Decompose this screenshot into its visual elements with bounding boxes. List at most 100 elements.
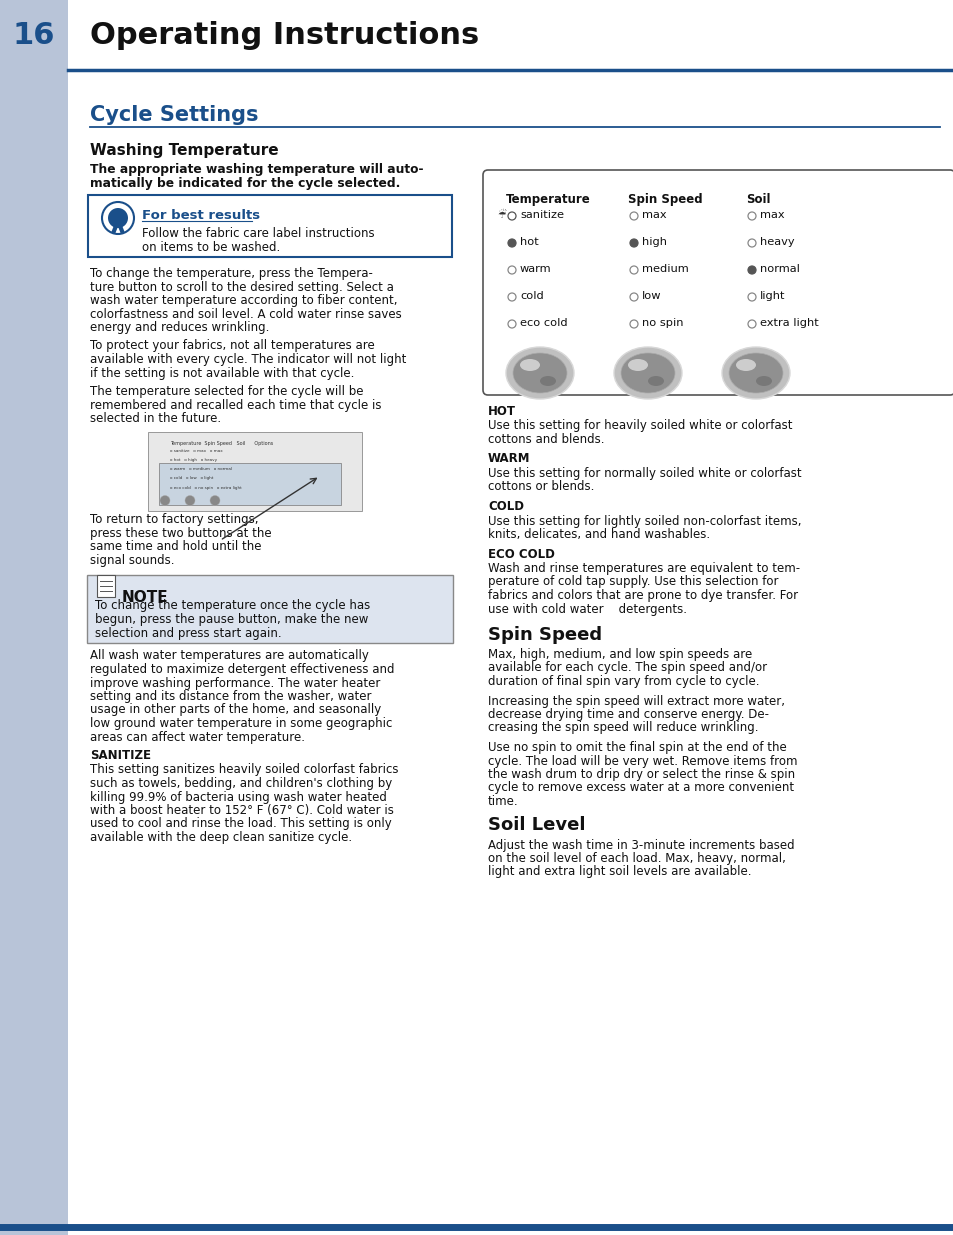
Text: matically be indicated for the cycle selected.: matically be indicated for the cycle sel… <box>90 177 400 189</box>
Text: Max, high, medium, and low spin speeds are: Max, high, medium, and low spin speeds a… <box>488 648 752 661</box>
FancyBboxPatch shape <box>68 0 953 70</box>
Ellipse shape <box>505 347 574 399</box>
Text: cold: cold <box>519 291 543 301</box>
Text: usage in other parts of the home, and seasonally: usage in other parts of the home, and se… <box>90 704 381 716</box>
Circle shape <box>160 495 170 505</box>
Text: duration of final spin vary from cycle to cycle.: duration of final spin vary from cycle t… <box>488 676 759 688</box>
Ellipse shape <box>755 375 771 387</box>
Text: the wash drum to drip dry or select the rinse & spin: the wash drum to drip dry or select the … <box>488 768 794 781</box>
Text: cycle to remove excess water at a more convenient: cycle to remove excess water at a more c… <box>488 782 793 794</box>
Text: o warm   o medium   o normal: o warm o medium o normal <box>170 468 232 472</box>
Text: 16: 16 <box>12 21 55 49</box>
Text: Use this setting for normally soiled white or colorfast: Use this setting for normally soiled whi… <box>488 467 801 480</box>
Text: low ground water temperature in some geographic: low ground water temperature in some geo… <box>90 718 392 730</box>
Text: fabrics and colors that are prone to dye transfer. For: fabrics and colors that are prone to dye… <box>488 589 798 601</box>
FancyBboxPatch shape <box>88 195 452 257</box>
Text: available with every cycle. The indicator will not light: available with every cycle. The indicato… <box>90 353 406 366</box>
Circle shape <box>507 240 516 247</box>
Circle shape <box>747 266 755 274</box>
Text: light and extra light soil levels are available.: light and extra light soil levels are av… <box>488 866 751 878</box>
Text: Operating Instructions: Operating Instructions <box>90 21 478 49</box>
Text: Use this setting for heavily soiled white or colorfast: Use this setting for heavily soiled whit… <box>488 420 792 432</box>
FancyBboxPatch shape <box>0 0 68 1235</box>
Ellipse shape <box>647 375 663 387</box>
Text: energy and reduces wrinkling.: energy and reduces wrinkling. <box>90 321 269 333</box>
Text: same time and hold until the: same time and hold until the <box>90 541 261 553</box>
Text: selection and press start again.: selection and press start again. <box>95 626 281 640</box>
Text: decrease drying time and conserve energy. De-: decrease drying time and conserve energy… <box>488 708 768 721</box>
Text: The temperature selected for the cycle will be: The temperature selected for the cycle w… <box>90 385 363 398</box>
Text: areas can affect water temperature.: areas can affect water temperature. <box>90 730 305 743</box>
Text: This setting sanitizes heavily soiled colorfast fabrics: This setting sanitizes heavily soiled co… <box>90 763 398 777</box>
Text: cottons and blends.: cottons and blends. <box>488 433 604 446</box>
Ellipse shape <box>627 359 647 370</box>
FancyBboxPatch shape <box>87 574 453 642</box>
Text: Increasing the spin speed will extract more water,: Increasing the spin speed will extract m… <box>488 694 784 708</box>
Text: HOT: HOT <box>488 405 516 417</box>
Text: ☔: ☔ <box>497 210 506 220</box>
Text: Soil Level: Soil Level <box>488 816 585 835</box>
Text: o eco cold   o no spin   o extra light: o eco cold o no spin o extra light <box>170 485 241 489</box>
Ellipse shape <box>614 347 681 399</box>
Text: o hot   o high   o heavy: o hot o high o heavy <box>170 458 217 462</box>
Text: To return to factory settings,: To return to factory settings, <box>90 514 258 526</box>
Text: Temperature  Spin Speed   Soil      Options: Temperature Spin Speed Soil Options <box>170 441 273 447</box>
Text: o sanitize   o max   o max: o sanitize o max o max <box>170 450 222 453</box>
Text: All wash water temperatures are automatically: All wash water temperatures are automati… <box>90 650 369 662</box>
Circle shape <box>108 207 128 228</box>
Text: Spin Speed: Spin Speed <box>488 626 601 643</box>
Text: colorfastness and soil level. A cold water rinse saves: colorfastness and soil level. A cold wat… <box>90 308 401 321</box>
Text: SANITIZE: SANITIZE <box>90 748 151 762</box>
Text: wash water temperature according to fiber content,: wash water temperature according to fibe… <box>90 294 397 308</box>
Text: To change the temperature, press the Tempera-: To change the temperature, press the Tem… <box>90 267 373 280</box>
Ellipse shape <box>735 359 755 370</box>
Ellipse shape <box>728 353 782 393</box>
Text: NOTE: NOTE <box>122 589 169 604</box>
Text: Adjust the wash time in 3-minute increments based: Adjust the wash time in 3-minute increme… <box>488 839 794 851</box>
Text: cycle. The load will be very wet. Remove items from: cycle. The load will be very wet. Remove… <box>488 755 797 767</box>
Text: with a boost heater to 152° F (67° C). Cold water is: with a boost heater to 152° F (67° C). C… <box>90 804 394 818</box>
Text: selected in the future.: selected in the future. <box>90 412 221 425</box>
Text: available with the deep clean sanitize cycle.: available with the deep clean sanitize c… <box>90 831 352 844</box>
Text: heavy: heavy <box>760 237 794 247</box>
Text: Temperature: Temperature <box>505 193 590 206</box>
Text: Washing Temperature: Washing Temperature <box>90 143 278 158</box>
Text: medium: medium <box>641 264 688 274</box>
Ellipse shape <box>620 353 675 393</box>
Text: warm: warm <box>519 264 551 274</box>
Text: knits, delicates, and hand washables.: knits, delicates, and hand washables. <box>488 529 709 541</box>
Text: To change the temperature once the cycle has: To change the temperature once the cycle… <box>95 599 370 613</box>
Text: regulated to maximize detergent effectiveness and: regulated to maximize detergent effectiv… <box>90 663 395 676</box>
Ellipse shape <box>721 347 789 399</box>
Text: Soil: Soil <box>745 193 770 206</box>
Text: signal sounds.: signal sounds. <box>90 555 174 567</box>
Text: eco cold: eco cold <box>519 317 567 329</box>
Text: max: max <box>760 210 783 220</box>
Text: Follow the fabric care label instructions: Follow the fabric care label instruction… <box>142 227 375 240</box>
Text: ture button to scroll to the desired setting. Select a: ture button to scroll to the desired set… <box>90 280 394 294</box>
Text: on the soil level of each load. Max, heavy, normal,: on the soil level of each load. Max, hea… <box>488 852 785 864</box>
Ellipse shape <box>539 375 556 387</box>
Text: no spin: no spin <box>641 317 682 329</box>
Text: high: high <box>641 237 666 247</box>
FancyBboxPatch shape <box>148 431 361 510</box>
Text: remembered and recalled each time that cycle is: remembered and recalled each time that c… <box>90 399 381 411</box>
Text: low: low <box>641 291 660 301</box>
Text: WARM: WARM <box>488 452 530 466</box>
Text: To protect your fabrics, not all temperatures are: To protect your fabrics, not all tempera… <box>90 340 375 352</box>
Text: improve washing performance. The water heater: improve washing performance. The water h… <box>90 677 380 689</box>
Circle shape <box>185 495 194 505</box>
Text: time.: time. <box>488 795 518 808</box>
Text: max: max <box>641 210 666 220</box>
Text: Cycle Settings: Cycle Settings <box>90 105 258 125</box>
Text: Spin Speed: Spin Speed <box>627 193 702 206</box>
Text: begun, press the pause button, make the new: begun, press the pause button, make the … <box>95 613 368 626</box>
Circle shape <box>210 495 220 505</box>
Text: Use no spin to omit the final spin at the end of the: Use no spin to omit the final spin at th… <box>488 741 786 755</box>
Ellipse shape <box>519 359 539 370</box>
Text: ECO COLD: ECO COLD <box>488 547 555 561</box>
Text: normal: normal <box>760 264 799 274</box>
Circle shape <box>629 240 638 247</box>
Text: creasing the spin speed will reduce wrinkling.: creasing the spin speed will reduce wrin… <box>488 721 758 735</box>
Text: such as towels, bedding, and children's clothing by: such as towels, bedding, and children's … <box>90 777 392 790</box>
